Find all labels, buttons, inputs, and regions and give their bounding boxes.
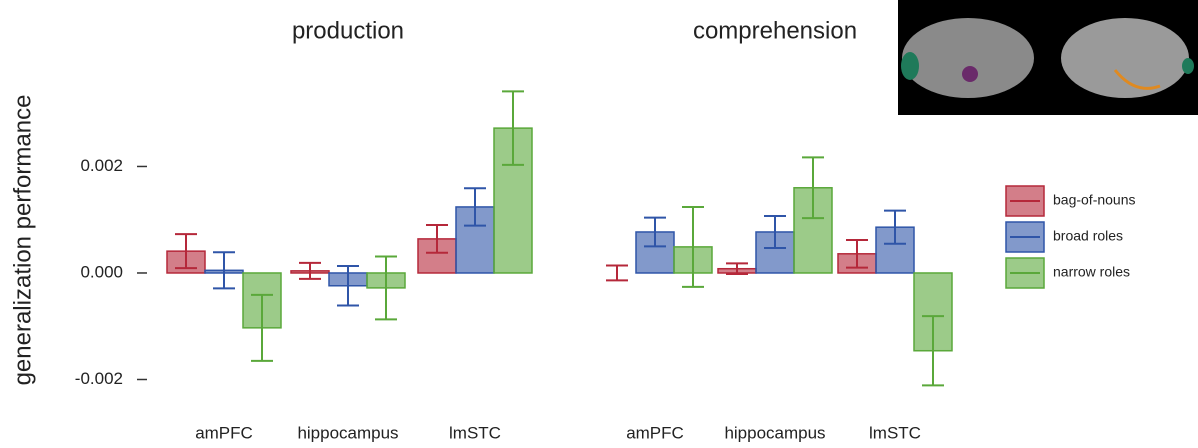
y-tick-label: -0.002 <box>75 369 123 388</box>
error-bar <box>764 214 786 249</box>
x-tick-label: lmSTC <box>869 423 921 442</box>
error-bar <box>213 251 235 290</box>
error-bar <box>682 205 704 288</box>
brain-image <box>898 0 1198 115</box>
error-bar <box>726 262 748 276</box>
error-bar <box>337 265 359 307</box>
error-bar <box>644 216 666 248</box>
x-tick-label: lmSTC <box>449 423 501 442</box>
error-bar <box>175 233 197 270</box>
error-bar <box>299 261 321 280</box>
panel-title: comprehension <box>693 17 857 44</box>
error-bar <box>375 255 397 321</box>
error-bar <box>922 315 944 387</box>
y-tick-label: 0.000 <box>80 262 123 281</box>
legend-label: narrow roles <box>1053 264 1130 280</box>
error-bar <box>884 209 906 245</box>
panel-title: production <box>292 17 404 44</box>
x-tick-label: hippocampus <box>297 423 398 442</box>
error-bar <box>802 156 824 220</box>
error-bar <box>426 224 448 254</box>
legend-label: broad roles <box>1053 228 1123 244</box>
y-axis-label: generalization performance <box>9 95 36 386</box>
x-tick-label: amPFC <box>195 423 253 442</box>
x-tick-label: hippocampus <box>724 423 825 442</box>
y-tick-label: 0.002 <box>80 156 123 175</box>
error-bar <box>251 293 273 362</box>
legend-label: bag-of-nouns <box>1053 192 1136 208</box>
error-bar <box>502 90 524 166</box>
error-bar <box>846 238 868 269</box>
x-tick-label: amPFC <box>626 423 684 442</box>
error-bar <box>464 187 486 227</box>
error-bar <box>606 264 628 282</box>
